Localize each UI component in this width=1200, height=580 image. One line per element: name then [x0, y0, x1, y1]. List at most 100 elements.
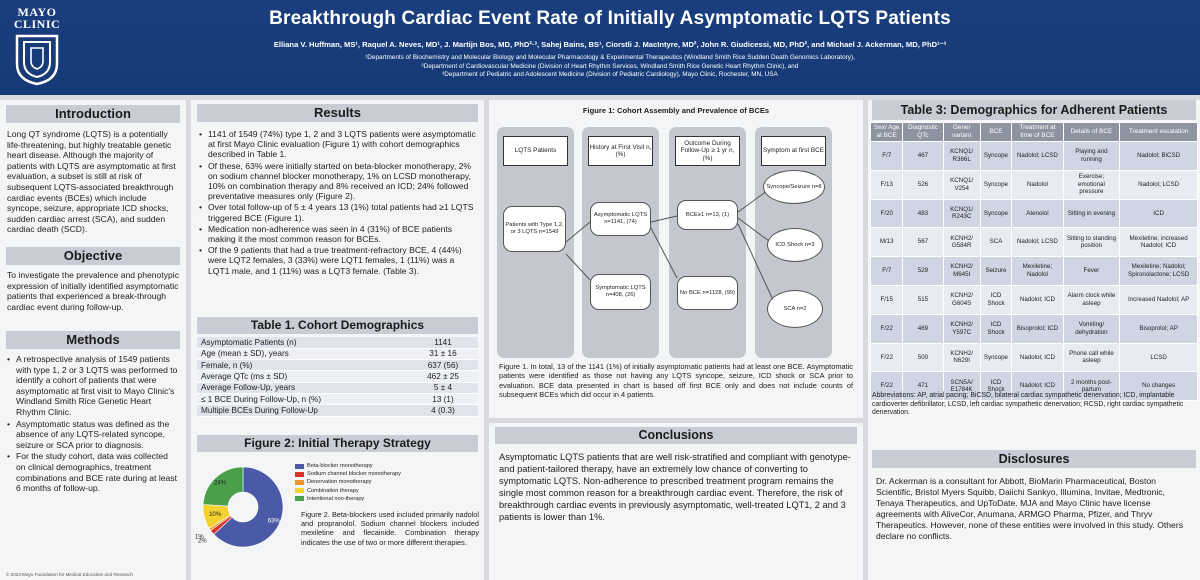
cohort-label-cell: Average QTc (ms ± SD): [197, 370, 408, 383]
adherent-demographics-table: Sex/ Age at BCE Diagnostic QTc Gene/ varia…: [869, 122, 1198, 402]
legend-entry: Sodium channel blocker monotherapy: [295, 470, 475, 478]
table-cell: Nadolol; ICD: [1011, 371, 1064, 402]
results-item: Over total follow-up of 5 ± 4 years 13 (…: [197, 202, 476, 222]
pie-slice-label: 24%: [214, 481, 227, 487]
cohort-value-cell: 462 ± 25: [408, 370, 478, 383]
table-cell: Increased Nadolol; AP: [1119, 284, 1198, 315]
table-cell: Nadolol; LCSD: [1011, 141, 1064, 171]
table-cell: F/20: [869, 198, 904, 229]
legend-label: Sodium channel blocker monotherapy: [307, 471, 401, 478]
mayo-clinic-logo: MAYO CLINIC: [8, 6, 66, 88]
table-row: F/22 500 KCNH2/ N629I Syncope Nadolol; ICD Ph…: [869, 342, 1198, 373]
pie-legend: Beta-blocker monotherapy Sodium channel b…: [295, 462, 475, 503]
table-row: F/15 515 KCNH2/ G604S ICD Shock Nadolol; ICD…: [869, 284, 1198, 315]
pie-slice-label: 10%: [209, 512, 222, 518]
table-cell: Seizure: [979, 256, 1013, 286]
table-header-cell: Gene/ variant: [942, 122, 981, 142]
table-cell: Mexiletine; increased Nadolol; ICD: [1119, 227, 1198, 258]
legend-swatch: [295, 463, 304, 469]
table-cell: Exercise; emotional pressure: [1062, 169, 1121, 200]
table-cell: Nadolol; BiCSD: [1119, 141, 1198, 171]
results-heading: Results: [197, 104, 478, 122]
flow-node-no-bce: No BCE n=1128, (99): [677, 276, 738, 310]
table3-heading: Table 3: Demographics for Adherent Patie…: [872, 100, 1196, 120]
flow-node-asymptomatic: Asymptomatic LQTS n=1141, (74): [590, 202, 651, 236]
cohort-value-cell: 4 (0.3): [408, 404, 478, 417]
table-cell: KCNH2/ Y597C: [942, 313, 981, 344]
legend-entry: Beta-blocker monotherapy: [295, 462, 475, 470]
table-cell: 471: [902, 371, 944, 402]
conclusions-heading: Conclusions: [495, 427, 857, 444]
table-cell: Vomiting/ dehydration: [1062, 313, 1121, 344]
table-header-cell: BCE: [979, 122, 1013, 142]
flow-node-sca: SCA n=2: [767, 290, 823, 328]
table-cell: KCNH2/ M645I: [942, 256, 981, 286]
cohort-label-cell: Multiple BCEs During Follow-Up: [197, 404, 408, 417]
methods-item: For the study cohort, data was collected…: [5, 451, 179, 493]
table-cell: 469: [902, 313, 944, 344]
table-cell: F/13: [869, 169, 904, 200]
pie-slice: [202, 466, 244, 507]
logo-line-1: MAYO: [17, 5, 57, 19]
affiliation-3: ³Department of Pediatric and Adolescent …: [442, 71, 778, 78]
table-cell: F/22: [869, 313, 904, 344]
figure2-heading: Figure 2: Initial Therapy Strategy: [197, 435, 478, 452]
table-cell: Nadolol; ICD: [1011, 342, 1064, 373]
table-cell: 529: [902, 256, 944, 286]
table-header-cell: Details of BCE: [1062, 122, 1121, 142]
table-cell: F/15: [869, 284, 904, 315]
table-row: Asymptomatic Patients (n) 1141: [197, 337, 478, 349]
table-cell: 467: [902, 141, 944, 171]
logo-line-2: CLINIC: [13, 17, 61, 31]
legend-swatch: [295, 488, 304, 494]
table-cell: ICD: [1119, 198, 1198, 229]
legend-label: Intentional non-therapy: [307, 495, 365, 502]
table-cell: F/22: [869, 342, 904, 373]
figure1-column: Figure 1: Cohort Assembly and Prevalence…: [489, 100, 863, 418]
conclusions-panel: Conclusions Asymptomatic LQTS patients t…: [489, 423, 863, 580]
table-row: F/13 526 KCNQ1/ V254 Syncope Nadolol Exercise…: [869, 169, 1198, 200]
disclosures-text: Dr. Ackerman is a consultant for Abbott,…: [876, 476, 1183, 541]
figure1-caption: Figure 1. In total, 13 of the 1141 (1%) …: [499, 362, 853, 399]
table-header-cell: Sex/ Age at BCE: [869, 122, 904, 142]
legend-entry: Denervation monotherapy: [295, 478, 475, 486]
flow-node-symptomatic: Symptomatic LQTS n=408, (26): [590, 274, 651, 310]
table-cell: Bisoprolol; AP: [1119, 313, 1198, 344]
legend-entry: Intentional non-therapy: [295, 495, 475, 503]
table-cell: KCNQ1/ R366L: [942, 141, 981, 171]
table-row: Average QTc (ms ± SD) 462 ± 25: [197, 370, 478, 383]
methods-list: A retrospective analysis of 1549 patient…: [0, 349, 186, 494]
table-cell: Mexiletine; Nadolol: [1011, 256, 1064, 286]
table-header-cell: Diagnostic QTc: [902, 122, 944, 142]
table-cell: Sitting to standing position: [1062, 227, 1121, 258]
results-item: Of these, 63% were initially started on …: [197, 161, 476, 202]
results-item: Medication non-adherence was seen in 4 (…: [197, 224, 476, 244]
flow-header-outcome: Outcome During Follow-Up ≥ 1 yr n, (%): [675, 136, 740, 166]
table-cell: Bisoprolol; ICD: [1011, 313, 1064, 344]
flow-node-patients: Patients with Type 1,2, or 3 LQTS n=1549: [503, 206, 566, 252]
cohort-value-cell: 31 ± 16: [408, 348, 478, 361]
table-cell: Syncope: [979, 342, 1013, 373]
table-cell: 2 months post-partum: [1062, 371, 1121, 402]
cohort-value-cell: 637 (56): [408, 359, 478, 372]
table-cell: ICD Shock: [979, 371, 1013, 402]
copyright-footer: © 2023 Mayo Foundation for Medical Educa…: [6, 572, 133, 577]
flow-node-bce: BCE≥1 n=13, (1): [677, 200, 738, 230]
table-cell: Syncope: [979, 198, 1013, 229]
figure2-caption: Figure 2. Beta-blockers used included pr…: [301, 510, 479, 547]
table-cell: F/7: [869, 141, 904, 171]
mayo-shield-icon: [15, 34, 59, 86]
introduction-text: Long QT syndrome (LQTS) is a potentially…: [7, 129, 176, 235]
objective-heading: Objective: [6, 247, 180, 265]
legend-swatch: [295, 471, 304, 477]
legend-swatch: [295, 479, 304, 485]
table-row: F/7 467 KCNQ1/ R366L Syncope Nadolol; LCSD Pl…: [869, 141, 1198, 171]
table-cell: 567: [902, 227, 944, 258]
right-column: Table 3: Demographics for Adherent Patie…: [868, 100, 1200, 580]
table-cell: Nadolol; LCSD: [1011, 227, 1064, 258]
methods-item: Asymptomatic status was defined as the a…: [5, 419, 179, 451]
table-cell: Mexiletine; Nadolol; Spironolactone; LCS…: [1119, 256, 1198, 286]
table-cell: KCNH2/ N629I: [942, 342, 981, 373]
table-cell: Fever: [1062, 256, 1121, 286]
results-column: Results 1141 of 1549 (74%) type 1, 2 and…: [191, 100, 484, 580]
